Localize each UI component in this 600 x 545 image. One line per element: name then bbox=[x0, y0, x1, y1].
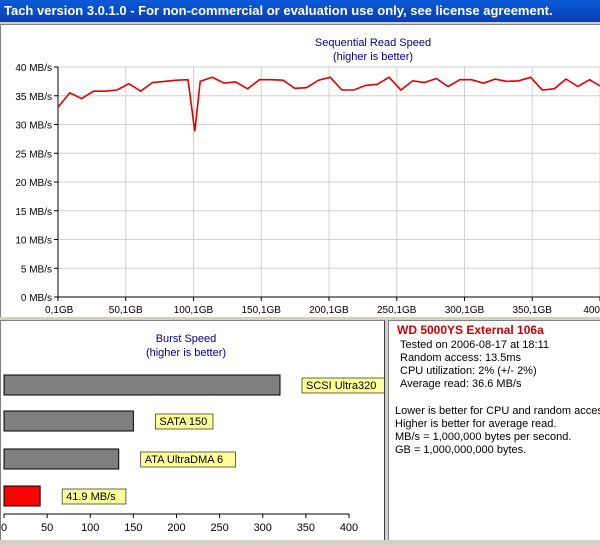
burst-x-tick-label: 250 bbox=[210, 522, 228, 534]
seq-x-tick-label: 150,1GB bbox=[242, 305, 282, 316]
burst-x-tick-label: 100 bbox=[81, 522, 99, 534]
burst-label-box bbox=[140, 451, 236, 468]
burst-bar bbox=[3, 374, 281, 396]
seq-y-tick-label: 5 MB/s bbox=[21, 264, 52, 275]
seq-x-tick-label: 50,1GB bbox=[109, 305, 143, 316]
burst-chart-title: Burst Speed bbox=[156, 333, 217, 345]
seq-chart-title: Sequential Read Speed bbox=[315, 37, 431, 49]
burst-label-box bbox=[155, 413, 214, 430]
seq-y-tick-label: 35 MB/s bbox=[15, 92, 52, 103]
note-gb-definition: GB = 1,000,000,000 bytes. bbox=[395, 444, 527, 456]
seq-x-tick-label: 350,1GB bbox=[513, 305, 553, 316]
window-title: Tach version 3.0.1.0 - For non-commercia… bbox=[0, 0, 600, 22]
note-higher-better: Higher is better for average read. bbox=[395, 418, 557, 430]
average-read: Average read: 36.6 MB/s bbox=[400, 378, 522, 390]
burst-x-tick-label: 200 bbox=[167, 522, 185, 534]
seq-y-tick-label: 10 MB/s bbox=[15, 236, 52, 247]
burst-bar-label: SATA 150 bbox=[159, 416, 207, 428]
sequential-read-chart: Sequential Read Speed (higher is better)… bbox=[15, 37, 600, 316]
burst-bar-label: 41.9 MB/s bbox=[66, 491, 116, 503]
burst-x-tick-label: 300 bbox=[254, 522, 272, 534]
burst-x-tick-label: 50 bbox=[41, 522, 53, 534]
burst-bar bbox=[3, 485, 41, 507]
burst-speed-panel: Burst Speed (higher is better) SCSI Ultr… bbox=[0, 320, 391, 540]
cpu-utilization: CPU utilization: 2% (+/- 2%) bbox=[400, 365, 537, 377]
burst-bar-label: ATA UltraDMA 6 bbox=[145, 454, 223, 466]
seq-y-tick-label: 40 MB/s bbox=[15, 63, 52, 74]
burst-x-tick-label: 0 bbox=[1, 522, 7, 534]
seq-y-tick-label: 25 MB/s bbox=[15, 149, 52, 160]
burst-bar bbox=[3, 410, 134, 432]
seq-x-tick-label: 200,1GB bbox=[309, 305, 349, 316]
seq-y-tick-label: 15 MB/s bbox=[15, 207, 52, 218]
note-mbs-definition: MB/s = 1,000,000 bytes per second. bbox=[395, 431, 572, 443]
tested-on: Tested on 2006-08-17 at 18:11 bbox=[400, 339, 550, 351]
burst-bar bbox=[3, 448, 120, 470]
note-lower-better: Lower is better for CPU and random acces… bbox=[395, 405, 600, 417]
random-access: Random access: 13.5ms bbox=[400, 352, 522, 364]
seq-chart-subtitle: (higher is better) bbox=[333, 51, 413, 63]
drive-name: WD 5000YS External 106a bbox=[397, 323, 544, 337]
burst-x-tick-label: 400 bbox=[340, 522, 358, 534]
burst-x-tick-label: 350 bbox=[297, 522, 315, 534]
sequential-read-panel: Sequential Read Speed (higher is better)… bbox=[0, 24, 600, 317]
burst-bar-label: SCSI Ultra320 bbox=[306, 380, 376, 392]
results-info-panel: WD 5000YS External 106a Tested on 2006-0… bbox=[388, 320, 600, 540]
burst-x-tick-label: 150 bbox=[124, 522, 142, 534]
burst-chart-subtitle: (higher is better) bbox=[146, 347, 226, 359]
seq-x-tick-label: 300,1GB bbox=[445, 305, 485, 316]
seq-x-tick-label: 0,1GB bbox=[45, 305, 74, 316]
seq-y-tick-label: 30 MB/s bbox=[15, 121, 52, 132]
seq-x-tick-label: 250,1GB bbox=[377, 305, 417, 316]
seq-y-tick-label: 0 MB/s bbox=[21, 293, 52, 304]
burst-label-box bbox=[61, 488, 127, 505]
burst-speed-chart: Burst Speed (higher is better) SCSI Ultr… bbox=[1, 333, 391, 534]
seq-x-tick-label: 400 bbox=[583, 305, 600, 316]
seq-x-tick-label: 100,1GB bbox=[174, 305, 214, 316]
seq-y-tick-label: 20 MB/s bbox=[15, 178, 52, 189]
seq-read-series-line bbox=[57, 76, 600, 132]
